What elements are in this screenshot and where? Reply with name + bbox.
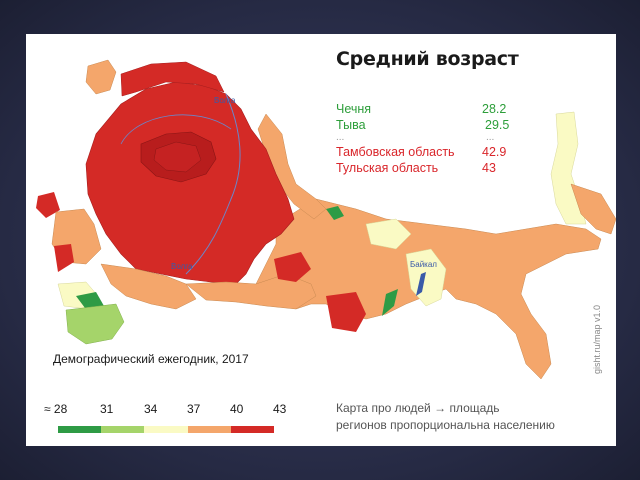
map-title: Средний возраст [336,48,519,70]
legend-label: ≈ 28 [44,402,68,416]
legend-swatch [144,426,188,433]
stat-row: Тыва 29.5 [336,118,526,134]
ellipsis-left: ... [336,132,345,143]
region-value: 29.5 [485,118,510,132]
label-volga-bottom: Волга [171,262,193,271]
slide: Волга Волга Байкал Средний возраст Чечня… [26,34,616,446]
region-name: Тыва [336,118,366,132]
region-south-orange [185,273,317,310]
lake-baikal [416,272,426,296]
label-volga-top: Волга [214,96,236,105]
stat-row: Тамбовская область 42.9 [336,145,526,161]
region-value: 28.2 [482,102,507,116]
note-text: Карта про людей [336,401,431,415]
cartogram-map [36,59,616,380]
region-caucasus-lightgreen [65,303,125,345]
region-volga-south [100,263,197,310]
region-yellow-siberia [365,218,412,250]
region-far-east [570,183,616,235]
region-yellow-baikal [405,248,447,307]
region-green-tyva [382,289,398,316]
region-value: 43 [482,161,496,175]
river-volga-loop [120,114,232,145]
region-central-russia [85,81,295,285]
region-moscow-inner [153,141,202,173]
data-source: Демографический ежегодник, 2017 [53,352,249,366]
legend-color-bar [58,426,275,433]
legend-label: 37 [187,402,201,416]
legend-label: 43 [273,402,287,416]
legend-label: 31 [100,402,114,416]
stats-ellipsis: ... ... [336,132,526,145]
legend-label: 40 [230,402,244,416]
note-text: площадь [449,401,500,415]
region-karelia [85,59,117,95]
legend-swatch [187,426,231,433]
region-north-west [120,61,225,97]
region-value: 42.9 [482,145,507,159]
legend-swatch [230,426,275,433]
region-kaliningrad [36,192,60,218]
watermark: gisht.ru/map v1.0 [592,304,602,374]
stat-row: Чечня 28.2 [336,102,526,118]
legend-labels: ≈ 28 31 34 37 40 43 [44,402,304,418]
color-legend: ≈ 28 31 34 37 40 43 [44,402,304,433]
legend-swatch [101,426,145,433]
map-note: Карта про людей → площадь регионов пропо… [336,400,606,434]
region-name: Тамбовская область [336,145,455,159]
legend-label: 34 [144,402,158,416]
label-baikal: Байкал [410,260,437,269]
region-south-red [274,252,311,282]
region-green-ne [326,206,344,220]
stat-row: Тульская область 43 [336,161,526,177]
arrow-right-icon: → [434,401,447,415]
region-west-red [54,244,74,272]
region-ural-red [326,292,366,332]
river-volga [185,93,241,275]
region-name: Тульская область [336,161,439,175]
age-stats: Чечня 28.2 Тыва 29.5 ... ... Тамбовская … [336,102,526,177]
region-name: Чечня [336,102,372,116]
note-text: регионов пропорциональна населению [336,418,555,432]
legend-swatch [58,426,102,433]
ellipsis-right: ... [486,132,495,143]
